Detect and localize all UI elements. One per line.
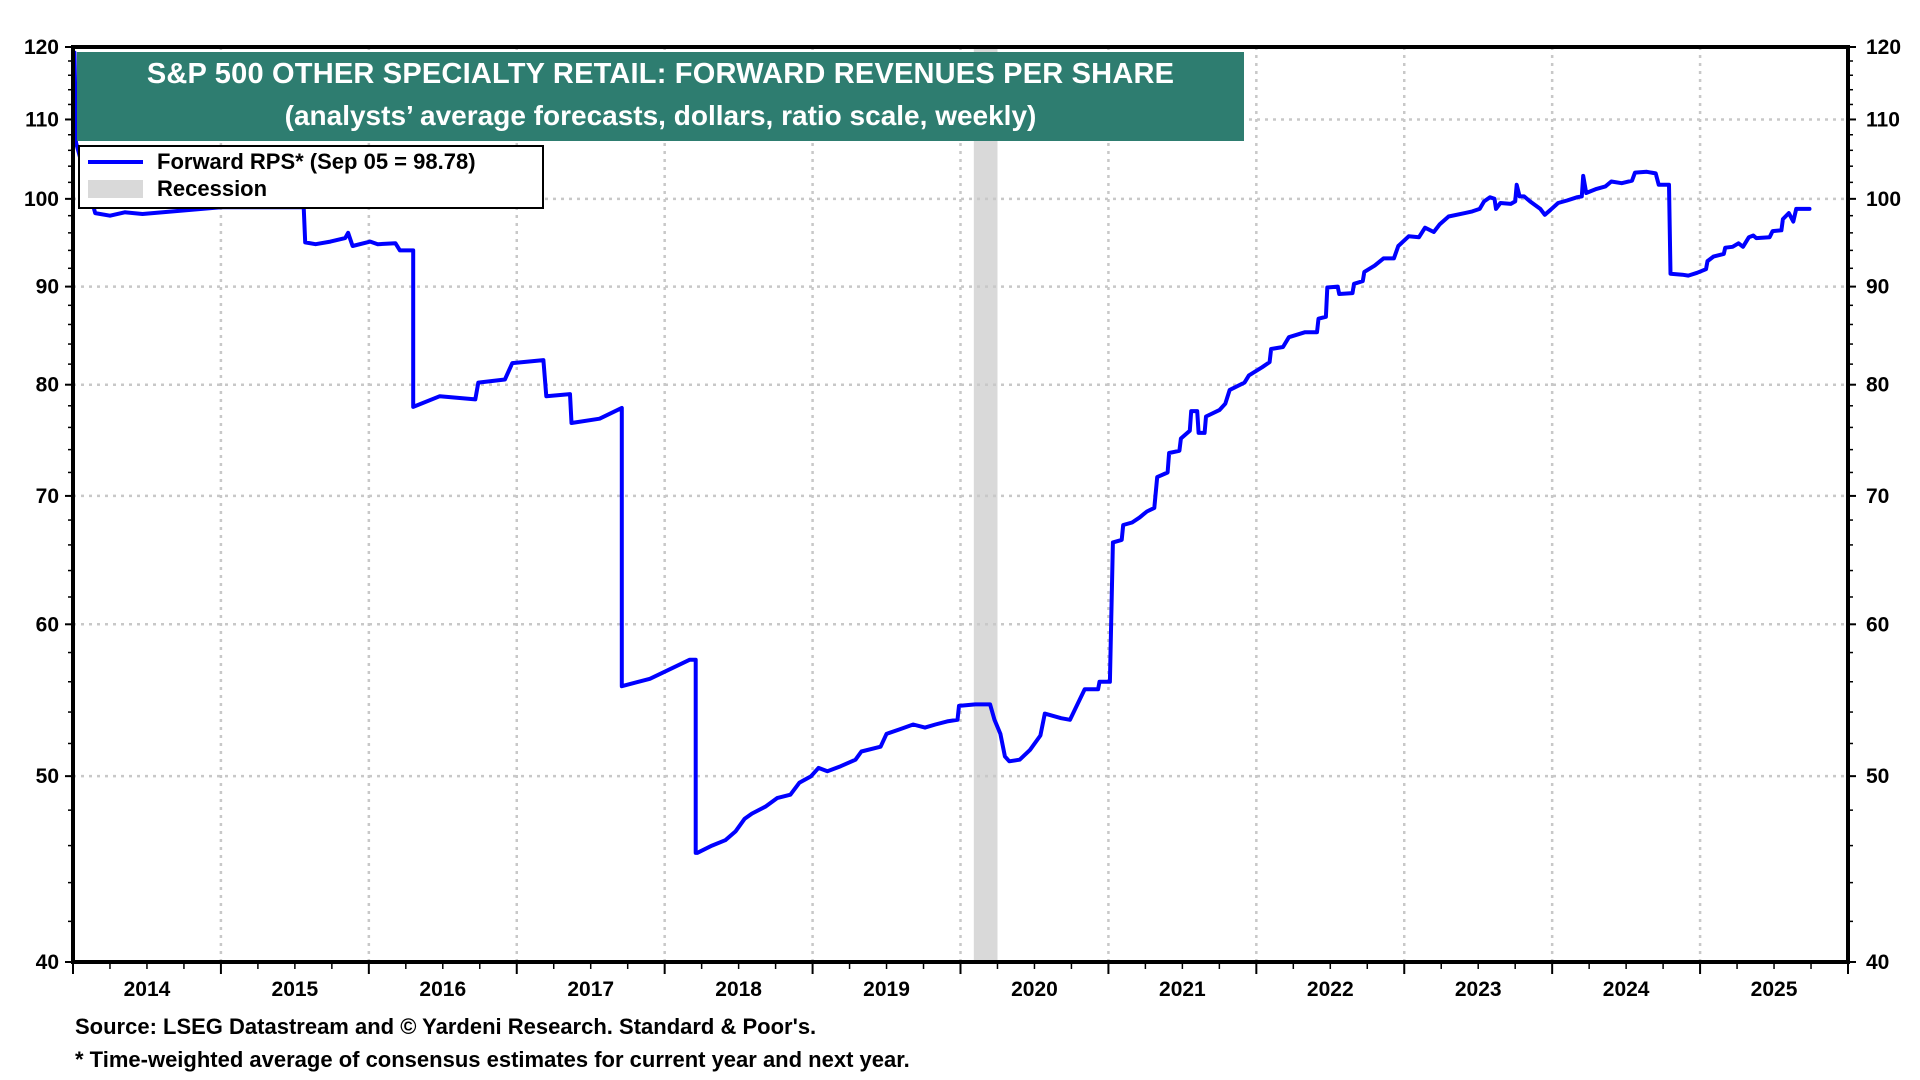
legend-line-swatch xyxy=(88,160,143,164)
legend: Forward RPS* (Sep 05 = 98.78) Recession xyxy=(78,145,544,209)
legend-item-recession: Recession xyxy=(88,176,267,202)
label-layer: 40 40 50 50 60 60 70 70 80 80 90 90 100 100 110 110 120 1… xyxy=(24,36,1901,1001)
y-tick-label-right: 90 xyxy=(1866,276,1889,299)
y-tick-label-right: 70 xyxy=(1866,485,1889,508)
y-tick-label-left: 90 xyxy=(36,276,59,299)
legend-label-forward-rps: Forward RPS* (Sep 05 = 98.78) xyxy=(157,149,476,174)
series-layer xyxy=(72,50,1812,855)
recession-layer xyxy=(973,47,998,962)
y-tick-label-left: 120 xyxy=(24,36,59,59)
y-tick-label-left: 50 xyxy=(36,765,59,788)
y-tick-label-right: 80 xyxy=(1866,374,1889,397)
grid-layer xyxy=(73,47,1848,962)
x-tick-label: 2022 xyxy=(1307,978,1354,1001)
legend-label-recession: Recession xyxy=(157,176,268,201)
y-tick-label-right: 110 xyxy=(1866,108,1900,131)
x-tick-label: 2019 xyxy=(863,978,910,1001)
y-tick-label-right: 60 xyxy=(1866,613,1889,636)
chart-title: S&P 500 OTHER SPECIALTY RETAIL: FORWARD … xyxy=(146,58,1175,90)
y-tick-label-left: 110 xyxy=(25,108,59,131)
x-tick-label: 2014 xyxy=(124,978,171,1001)
y-tick-label-left: 60 xyxy=(36,613,59,636)
x-tick-label: 2015 xyxy=(272,978,319,1001)
legend-band-swatch xyxy=(88,180,143,198)
chart-title-box: S&P 500 OTHER SPECIALTY RETAIL: FORWARD … xyxy=(77,52,1244,141)
x-tick-label: 2025 xyxy=(1751,978,1798,1001)
x-tick-label: 2024 xyxy=(1603,978,1650,1001)
y-tick-label-right: 50 xyxy=(1866,765,1889,788)
y-tick-label-left: 80 xyxy=(36,374,59,397)
x-tick-label: 2017 xyxy=(567,978,614,1001)
y-tick-label-left: 40 xyxy=(36,951,59,974)
y-tick-label-right: 100 xyxy=(1866,188,1901,211)
y-tick-label-left: 100 xyxy=(24,188,59,211)
x-tick-label: 2021 xyxy=(1159,978,1206,1001)
x-tick-label: 2018 xyxy=(715,978,762,1001)
source-note: Source: LSEG Datastream and © Yardeni Re… xyxy=(75,1014,817,1039)
series-line-forward-rps xyxy=(72,50,1812,855)
y-tick-label-left: 70 xyxy=(36,485,59,508)
x-tick-label: 2016 xyxy=(419,978,466,1001)
footnote: * Time-weighted average of consensus est… xyxy=(75,1047,910,1072)
x-tick-label: 2023 xyxy=(1455,978,1502,1001)
legend-item-forward-rps: Forward RPS* (Sep 05 = 98.78) xyxy=(88,149,476,175)
chart-subtitle: (analysts’ average forecasts, dollars, r… xyxy=(284,100,1037,131)
x-tick-label: 2020 xyxy=(1011,978,1058,1001)
axis-layer xyxy=(65,45,1856,974)
y-tick-label-right: 120 xyxy=(1866,36,1901,59)
recession-band xyxy=(973,47,998,962)
y-tick-label-right: 40 xyxy=(1866,951,1889,974)
